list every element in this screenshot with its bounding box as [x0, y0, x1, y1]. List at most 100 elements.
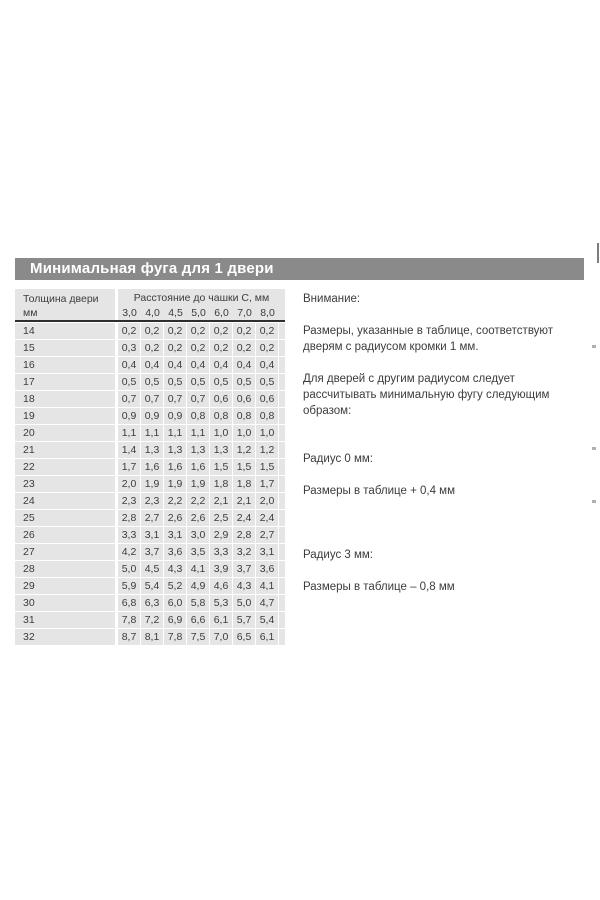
- row-stub: [279, 510, 285, 526]
- gap-value-cell: 6,5: [233, 629, 255, 645]
- row-thickness: 28: [15, 561, 115, 577]
- row-stub: [279, 425, 285, 441]
- gap-value-cell: 4,3: [233, 578, 255, 594]
- row-thickness: 14: [15, 323, 115, 339]
- row-stub: [279, 527, 285, 543]
- row-thickness: 29: [15, 578, 115, 594]
- attention-note: Внимание: Размеры, указанные в таблице, …: [303, 291, 595, 627]
- gap-value-cell: 0,8: [256, 408, 278, 424]
- radius-0-label: Радиус 0 мм:: [303, 453, 373, 465]
- gap-value-cell: 6,1: [256, 629, 278, 645]
- gap-value-cell: 0,2: [210, 323, 232, 339]
- row-thickness: 16: [15, 357, 115, 373]
- gap-value-cell: 1,3: [141, 442, 163, 458]
- gap-value-cell: 1,1: [164, 425, 186, 441]
- table-header: Толщина двери мм Расстояние до чашки C, …: [15, 289, 285, 320]
- gap-value-cell: 0,7: [141, 391, 163, 407]
- gap-value-cell: 1,4: [118, 442, 140, 458]
- gap-value-cell: 3,2: [233, 544, 255, 560]
- gap-value-cell: 0,5: [210, 374, 232, 390]
- gap-value-cell: 7,8: [164, 629, 186, 645]
- section-title-bar: Минимальная фуга для 1 двери: [15, 258, 584, 280]
- gap-value-cell: 3,1: [256, 544, 278, 560]
- row-thickness: 15: [15, 340, 115, 356]
- gap-value-cell: 0,2: [233, 323, 255, 339]
- gap-value-cell: 5,0: [233, 595, 255, 611]
- table-row: 24 2,3 2,3 2,2 2,2 2,1 2,1 2,0: [15, 493, 285, 509]
- gap-value-cell: 0,2: [187, 323, 209, 339]
- gap-value-cell: 1,3: [187, 442, 209, 458]
- gap-value-cell: 1,9: [187, 476, 209, 492]
- gap-value-cell: 0,9: [141, 408, 163, 424]
- note-paragraph-radius1: Размеры, указанные в таблице, соответств…: [303, 325, 554, 353]
- gap-value-cell: 7,2: [141, 612, 163, 628]
- table-row: 15 0,3 0,2 0,2 0,2 0,2 0,2 0,2: [15, 340, 285, 356]
- row-thickness: 30: [15, 595, 115, 611]
- gap-value-cell: 0,5: [187, 374, 209, 390]
- gap-value-cell: 1,9: [164, 476, 186, 492]
- row-stub: [279, 476, 285, 492]
- gap-value-cell: 3,5: [187, 544, 209, 560]
- column-header: 6,0: [214, 307, 229, 319]
- gap-value-cell: 3,1: [141, 527, 163, 543]
- table-row: 16 0,4 0,4 0,4 0,4 0,4 0,4 0,4: [15, 357, 285, 373]
- row-stub: [279, 493, 285, 509]
- gap-value-cell: 0,2: [164, 340, 186, 356]
- column-header: 4,0: [145, 307, 160, 319]
- gap-value-cell: 2,4: [233, 510, 255, 526]
- gap-value-cell: 6,0: [164, 595, 186, 611]
- page-edge-artifact: [592, 345, 596, 348]
- gap-value-cell: 0,4: [187, 357, 209, 373]
- gap-value-cell: 2,7: [256, 527, 278, 543]
- gap-value-cell: 3,3: [210, 544, 232, 560]
- gap-value-cell: 5,8: [187, 595, 209, 611]
- gap-value-cell: 1,0: [256, 425, 278, 441]
- row-thickness: 26: [15, 527, 115, 543]
- gap-value-cell: 1,3: [164, 442, 186, 458]
- section-title: Минимальная фуга для 1 двери: [30, 260, 274, 277]
- gap-value-cell: 0,4: [233, 357, 255, 373]
- gap-value-cell: 2,4: [256, 510, 278, 526]
- row-stub: [279, 391, 285, 407]
- gap-value-cell: 0,4: [210, 357, 232, 373]
- table-row: 29 5,9 5,4 5,2 4,9 4,6 4,3 4,1: [15, 578, 285, 594]
- gap-value-cell: 0,2: [233, 340, 255, 356]
- gap-value-cell: 7,0: [210, 629, 232, 645]
- row-thickness: 21: [15, 442, 115, 458]
- row-stub: [279, 629, 285, 645]
- row-stub: [279, 323, 285, 339]
- gap-value-cell: 1,8: [233, 476, 255, 492]
- row-stub: [279, 374, 285, 390]
- gap-value-cell: 4,2: [118, 544, 140, 560]
- gap-value-cell: 2,2: [164, 493, 186, 509]
- gap-value-cell: 0,2: [164, 323, 186, 339]
- row-stub: [279, 544, 285, 560]
- gap-value-cell: 1,1: [141, 425, 163, 441]
- table-row: 19 0,9 0,9 0,9 0,8 0,8 0,8 0,8: [15, 408, 285, 424]
- gap-value-cell: 3,6: [164, 544, 186, 560]
- gap-value-cell: 4,1: [187, 561, 209, 577]
- gap-value-cell: 6,9: [164, 612, 186, 628]
- gap-value-cell: 3,6: [256, 561, 278, 577]
- row-thickness: 32: [15, 629, 115, 645]
- column-header: 5,0: [191, 307, 206, 319]
- gap-value-cell: 2,0: [256, 493, 278, 509]
- gap-value-cell: 1,7: [118, 459, 140, 475]
- table-row: 21 1,4 1,3 1,3 1,3 1,3 1,2 1,2: [15, 442, 285, 458]
- gap-value-cell: 0,2: [118, 323, 140, 339]
- gap-value-cell: 1,1: [187, 425, 209, 441]
- gap-value-cell: 0,2: [256, 340, 278, 356]
- gap-value-cell: 0,2: [210, 340, 232, 356]
- gap-value-cell: 0,8: [187, 408, 209, 424]
- gap-value-cell: 5,4: [141, 578, 163, 594]
- gap-value-cell: 7,8: [118, 612, 140, 628]
- gap-value-cell: 0,4: [164, 357, 186, 373]
- radius-3-block: Радиус 3 мм: Размеры в таблице – 0,8 мм: [303, 531, 595, 611]
- gap-value-cell: 5,2: [164, 578, 186, 594]
- gap-value-cell: 0,2: [141, 340, 163, 356]
- gap-value-cell: 1,6: [187, 459, 209, 475]
- gap-value-cell: 2,1: [233, 493, 255, 509]
- gap-value-cell: 1,5: [210, 459, 232, 475]
- gap-value-cell: 0,8: [233, 408, 255, 424]
- gap-value-cell: 3,1: [164, 527, 186, 543]
